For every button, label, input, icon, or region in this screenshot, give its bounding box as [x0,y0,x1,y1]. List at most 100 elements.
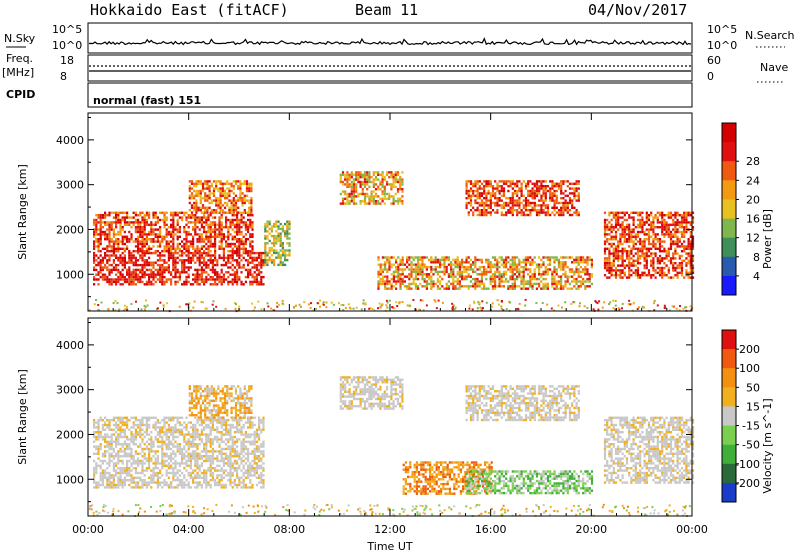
power-cell [571,287,574,290]
power-cell [608,247,611,250]
power-cell [685,218,688,222]
power-cell [163,261,166,264]
power-cell [643,266,646,270]
power-cell [542,211,545,214]
power-cell [383,178,386,181]
power-cell [584,287,587,290]
power-cell [192,245,195,248]
power-cell [221,187,224,190]
velocity-cell [145,428,148,431]
power-cell [674,274,677,277]
power-cell [513,261,516,264]
velocity-cell [115,426,118,429]
power-cell [286,249,289,252]
power-cell [208,189,211,193]
power-cell [520,192,523,195]
power-cell [220,221,223,224]
power-cell [121,261,124,264]
power-cell [270,307,273,310]
power-cell [381,200,384,203]
power-cell [159,259,162,262]
power-cell [183,280,186,284]
power-cell [496,199,499,202]
power-cell [152,223,155,226]
power-cell [352,190,356,193]
velocity-cell [253,423,256,427]
power-cell [676,223,679,226]
power-cell [432,258,435,262]
power-cell [117,263,120,267]
power-cell [132,250,135,253]
power-cell [630,228,633,231]
power-cell [115,280,118,284]
power-cell [603,228,607,231]
power-cell [152,283,155,286]
velocity-cell [238,416,241,419]
power-cell [219,180,222,183]
power-cell [203,221,206,224]
power-cell [260,263,263,267]
power-cell [128,250,131,253]
power-cell [145,268,148,272]
power-cell [108,230,111,234]
power-cell [494,285,497,288]
power-cell [395,280,398,283]
power-cell [401,188,404,191]
power-cell [654,235,657,238]
power-cell [363,180,367,184]
power-cell [557,258,560,262]
power-cell [203,238,206,241]
power-cell [244,250,247,253]
power-cell [423,265,426,269]
power-cell [167,247,170,250]
power-cell [178,211,181,214]
power-cell [483,197,486,200]
power-cell [625,252,629,255]
power-cell [110,240,113,243]
velocity-cell [176,419,179,422]
power-cell [178,226,181,229]
power-cell [465,185,468,188]
velocity-cell [121,431,124,434]
power-cell [518,189,521,193]
power-cell [619,274,622,277]
power-cell [181,266,184,269]
power-cell [395,268,398,271]
power-cell [487,206,490,209]
power-cell [476,187,479,190]
power-cell [511,201,514,205]
velocity-cell [258,423,261,427]
power-cell [143,221,146,224]
power-cell [143,263,146,267]
power-cell [243,180,246,183]
power-cell [204,199,207,202]
power-cell [156,259,159,262]
power-cell [485,213,488,217]
power-cell [241,182,244,185]
velocity-cell [249,419,252,422]
power-cell [645,254,648,258]
power-cell [494,211,497,214]
power-cell [258,273,261,276]
power-cell [172,259,175,262]
power-cell [217,201,220,205]
power-cell [590,265,593,269]
velocity-cell [137,433,140,436]
power-cell [112,242,115,246]
power-cell [145,283,148,286]
power-cell [216,223,219,226]
power-cell [134,250,137,253]
power-cell [434,282,437,286]
power-cell [588,256,591,259]
power-cell [428,265,431,269]
power-cell [647,235,651,238]
power-cell [564,301,567,304]
power-cell [639,257,642,260]
power-cell [128,240,131,243]
power-cell [553,204,556,207]
power-cell [174,280,177,284]
power-cell [309,306,312,309]
velocity-cell [174,423,177,427]
power-cell [108,223,111,226]
power-cell [452,282,455,286]
